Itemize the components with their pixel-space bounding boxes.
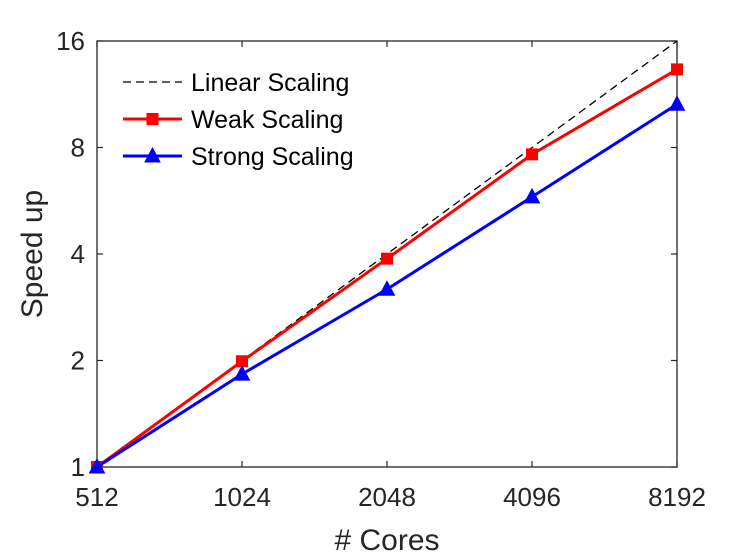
x-tick-label-4096: 4096 [503, 482, 561, 512]
y-tick-label-2: 2 [71, 346, 85, 376]
data-point-strong-scaling-2048 [378, 280, 396, 296]
x-axis-ticks: 512 1024 2048 4096 8192 [75, 41, 706, 512]
data-point-strong-scaling-4096 [523, 187, 541, 204]
legend-item-weak-scaling: Weak Scaling [123, 106, 343, 134]
legend-marker-strong-scaling [144, 146, 161, 163]
legend: Linear Scaling Weak Scaling Strong Scaling [123, 69, 354, 171]
y-axis-ticks: 1 2 4 8 16 [56, 26, 677, 482]
y-tick-label-1: 1 [71, 452, 85, 482]
x-tick-label-512: 512 [75, 482, 118, 512]
legend-marker-weak-scaling [146, 113, 159, 125]
data-point-weak-scaling-2048 [381, 252, 393, 265]
series-layer [88, 40, 686, 474]
legend-label-linear-scaling: Linear Scaling [191, 69, 349, 97]
legend-item-strong-scaling: Strong Scaling [123, 143, 354, 171]
legend-label-weak-scaling: Weak Scaling [191, 106, 343, 134]
legend-label-strong-scaling: Strong Scaling [191, 143, 354, 171]
data-point-strong-scaling-512 [88, 457, 106, 474]
data-point-weak-scaling-8192 [671, 63, 683, 76]
x-axis-label: # Cores [334, 524, 439, 557]
x-tick-label-1024: 1024 [213, 482, 271, 512]
legend-item-linear-scaling: Linear Scaling [123, 69, 349, 97]
data-point-strong-scaling-8192 [668, 95, 686, 111]
y-axis-label: Speed up [16, 190, 49, 318]
y-tick-label-4: 4 [71, 239, 85, 269]
y-tick-label-16: 16 [56, 26, 85, 56]
y-tick-label-8: 8 [71, 133, 85, 163]
data-point-strong-scaling-1024 [233, 365, 251, 381]
series-strong-scaling [88, 95, 686, 474]
x-tick-label-8192: 8192 [648, 482, 706, 512]
data-point-weak-scaling-4096 [526, 148, 538, 161]
x-tick-label-2048: 2048 [358, 482, 416, 512]
